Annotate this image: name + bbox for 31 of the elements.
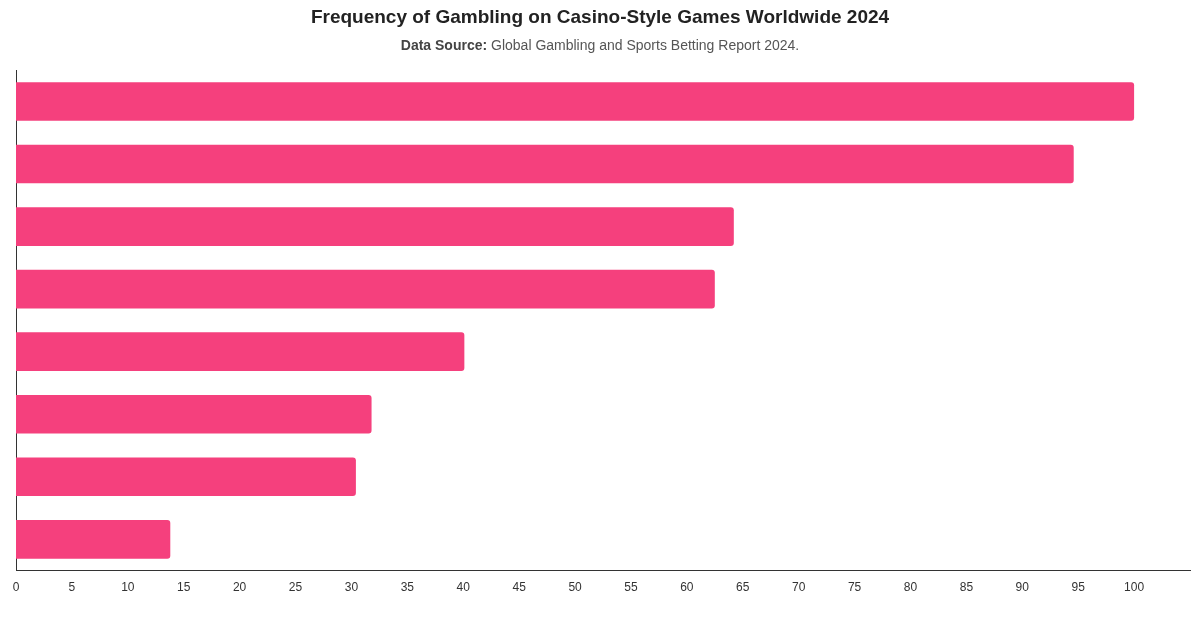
x-tick-label: 80 (903, 580, 918, 595)
x-tick-label: 45 (512, 580, 527, 595)
bar (16, 269, 715, 309)
bar (16, 144, 1074, 184)
bar (16, 394, 372, 434)
x-tick-label: 55 (624, 580, 638, 595)
bar (16, 207, 734, 246)
bar (16, 457, 356, 497)
bar (16, 332, 465, 371)
x-tick-label: 5 (68, 580, 76, 595)
x-tick-label: 35 (400, 580, 415, 595)
x-tick-label: 95 (1071, 580, 1086, 595)
chart-title: Frequency of Gambling on Casino-Style Games Worldwide 2024 (309, 6, 891, 28)
x-tick-label: 10 (121, 580, 135, 595)
x-tick-label: 60 (680, 580, 694, 595)
bar (16, 520, 171, 559)
x-tick-label: 65 (736, 580, 750, 595)
x-tick-label: 75 (847, 580, 862, 595)
x-tick-label: 100 (1124, 580, 1145, 595)
x-tick-label: 85 (959, 580, 974, 595)
x-tick-label: 25 (288, 580, 303, 595)
x-tick-label: 50 (568, 580, 583, 595)
x-tick-label: 90 (1015, 580, 1030, 595)
x-tick-label: 20 (232, 580, 247, 595)
x-tick-label: 0 (12, 580, 20, 595)
x-tick-label: 15 (177, 580, 191, 595)
x-tick-label: 70 (791, 580, 806, 595)
x-tick-label: 40 (456, 580, 471, 595)
x-tick-label: 30 (344, 580, 359, 595)
bar (16, 82, 1135, 121)
chart-subtitle: Data Source: Global Gambling and Sports Betting Report 2024. (400, 37, 800, 53)
